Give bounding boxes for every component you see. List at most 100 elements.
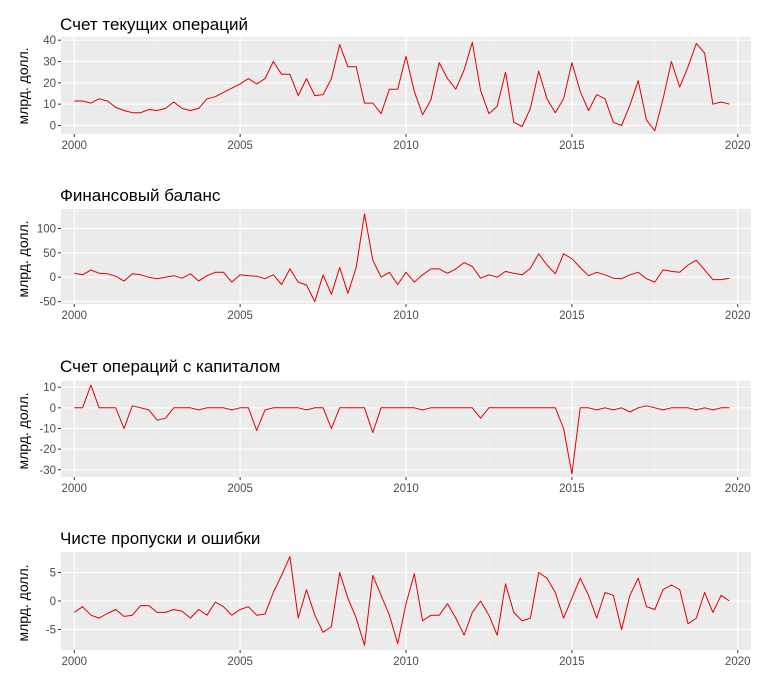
data-point (604, 98, 605, 99)
data-point (721, 279, 722, 280)
series-line (74, 41, 730, 132)
data-point (563, 428, 564, 429)
data-point (82, 407, 83, 408)
data-point (107, 613, 108, 614)
data-point (513, 612, 514, 613)
panel-title: Финансовый баланс (60, 186, 221, 205)
x-tick-label: 2000 (61, 656, 87, 668)
data-point (190, 617, 191, 618)
data-point (654, 281, 655, 282)
data-point (289, 556, 290, 557)
data-point (90, 102, 91, 103)
data-point (248, 275, 249, 276)
data-point (165, 612, 166, 613)
series-line (74, 556, 730, 646)
x-tick-label: 2020 (725, 656, 751, 668)
data-point (405, 407, 406, 408)
data-point (430, 407, 431, 408)
data-point (704, 269, 705, 270)
data-point (447, 273, 448, 274)
data-point (497, 106, 498, 107)
data-point (339, 572, 340, 573)
data-point (231, 409, 232, 410)
y-tick-label: 0 (50, 596, 56, 608)
data-point (613, 278, 614, 279)
data-point (414, 573, 415, 574)
x-tick-label: 2000 (61, 140, 87, 152)
data-point (240, 83, 241, 84)
data-point (256, 430, 257, 431)
data-point (331, 428, 332, 429)
data-point (397, 89, 398, 90)
data-point (190, 110, 191, 111)
data-point (687, 264, 688, 265)
data-point (405, 272, 406, 273)
panel-capital-account: Счет операций с капиталом млрд. долл. 20… (15, 357, 751, 495)
data-point (679, 589, 680, 590)
data-point (687, 66, 688, 67)
panel-title: Чисте пропуски и ошибки (60, 529, 260, 548)
data-point (289, 268, 290, 269)
data-point (181, 278, 182, 279)
data-point (190, 273, 191, 274)
data-point (381, 595, 382, 596)
data-point (538, 253, 539, 254)
data-point (646, 278, 647, 279)
data-point (563, 253, 564, 254)
data-point (422, 274, 423, 275)
data-point (173, 609, 174, 610)
data-point (273, 274, 274, 275)
data-point (223, 272, 224, 273)
data-point (372, 432, 373, 433)
data-point (721, 101, 722, 102)
y-tick-label: -5 (46, 624, 56, 636)
data-point (140, 112, 141, 113)
plot-area: 2000 2005 2010 2015 2020 0 10 20 30 40 (43, 35, 751, 152)
data-point (604, 274, 605, 275)
data-point (157, 612, 158, 613)
data-point (381, 277, 382, 278)
data-point (206, 98, 207, 99)
data-point (712, 409, 713, 410)
data-point (439, 62, 440, 63)
data-point (322, 632, 323, 633)
data-point (206, 275, 207, 276)
data-point (306, 284, 307, 285)
data-point (546, 407, 547, 408)
data-point (447, 78, 448, 79)
data-point (181, 611, 182, 612)
data-point (157, 420, 158, 421)
data-point (273, 61, 274, 62)
data-point (555, 592, 556, 593)
data-point (115, 107, 116, 108)
data-point (522, 407, 523, 408)
data-point (721, 407, 722, 408)
data-point (712, 612, 713, 613)
data-point (107, 100, 108, 101)
data-point (347, 598, 348, 599)
data-point (347, 66, 348, 67)
y-tick-label: 10 (43, 99, 56, 111)
data-point (115, 609, 116, 610)
data-point (646, 606, 647, 607)
y-axis-label: млрд. долл. (15, 220, 31, 297)
data-point (563, 617, 564, 618)
data-point (264, 278, 265, 279)
data-point (372, 260, 373, 261)
x-tick-label: 2010 (393, 140, 419, 152)
data-point (90, 385, 91, 386)
data-point (729, 407, 730, 408)
data-point (704, 407, 705, 408)
data-point (107, 273, 108, 274)
data-point (555, 407, 556, 408)
data-point (306, 589, 307, 590)
data-point (472, 612, 473, 613)
data-point (414, 407, 415, 408)
data-point (463, 407, 464, 408)
data-point (546, 578, 547, 579)
data-point (662, 409, 663, 410)
data-point (298, 281, 299, 282)
data-point (696, 43, 697, 44)
data-point (148, 409, 149, 410)
